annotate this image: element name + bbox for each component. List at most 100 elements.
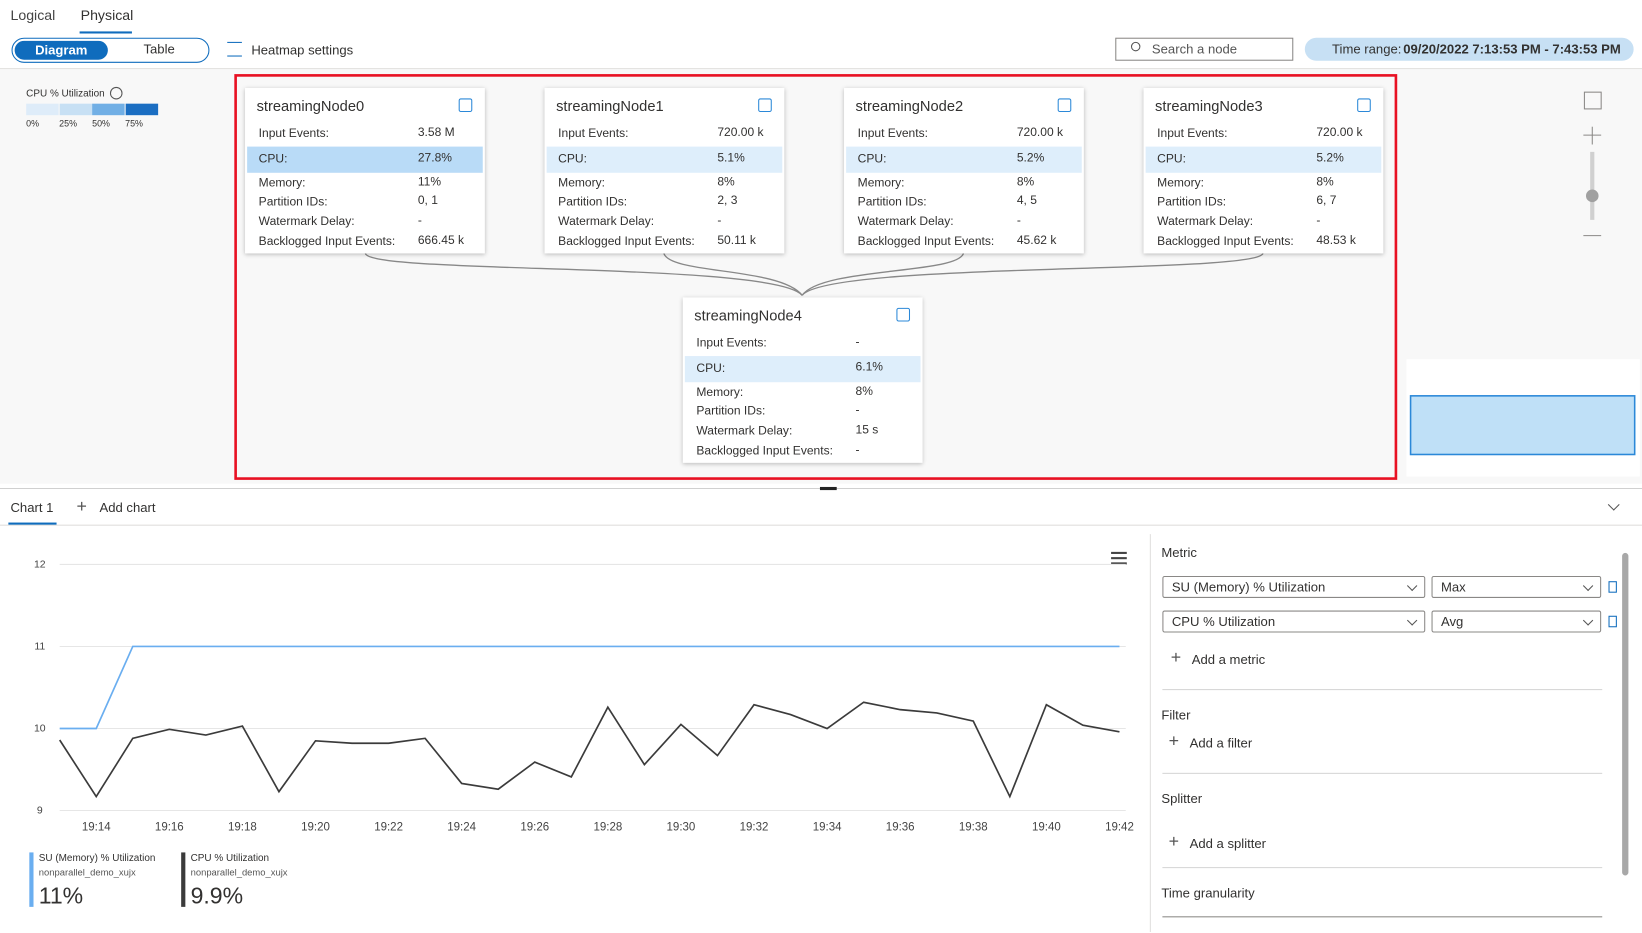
node-card[interactable]: streamingNode0 Input Events: 3.58 M CPU: 27.…	[245, 87, 485, 254]
row-value: -	[855, 336, 860, 349]
node-card[interactable]: streamingNode1 Input Events: 720.00 k CPU: 5…	[544, 87, 785, 254]
minimap-viewport	[1409, 395, 1636, 456]
row-value: -	[717, 214, 722, 228]
chart-tab[interactable]: Chart 1	[10, 500, 54, 516]
row-label: Input Events:	[1157, 127, 1228, 141]
chart-menu[interactable]	[1111, 551, 1127, 565]
x-tick-label: 19:20	[301, 821, 330, 833]
tab-underline	[79, 31, 132, 34]
row-label: Input Events:	[696, 337, 767, 350]
x-tick-label: 19:24	[447, 821, 476, 833]
row-label: Watermark Delay:	[857, 215, 954, 229]
line	[59, 645, 1120, 730]
legend-tick: 50%	[92, 118, 110, 129]
row-label: Backlogged Input Events:	[696, 445, 833, 458]
time-range-value: 09/20/2022 7:13:53 PM - 7:43:53 PM	[1403, 41, 1621, 57]
splitter-handle[interactable]	[819, 486, 837, 491]
row-label: Watermark Delay:	[258, 215, 355, 229]
row-label: Input Events:	[558, 127, 629, 141]
row-value: 720.00 k	[1316, 126, 1363, 140]
row-value: -	[1316, 214, 1321, 228]
search-box[interactable]	[1115, 37, 1294, 61]
row-label: Partition IDs:	[696, 405, 766, 418]
section-title: Filter	[1161, 707, 1191, 723]
highlight-frame	[234, 74, 1398, 480]
zoom-controls[interactable]	[1583, 91, 1602, 237]
x-tick-label: 19:40	[1032, 821, 1061, 833]
row-label: Memory:	[558, 176, 606, 190]
x-tick-label: 19:36	[886, 821, 915, 833]
toggle-option[interactable]: Diagram	[14, 40, 108, 60]
granularity-dropdown[interactable]	[1162, 916, 1603, 933]
x-tick-label: 19:14	[82, 821, 111, 833]
tab[interactable]: Physical	[80, 7, 134, 24]
row-label: Memory:	[258, 176, 306, 190]
cpu-highlight	[546, 146, 783, 173]
legend-name[interactable]: SU (Memory) % Utilization	[38, 852, 156, 864]
delete-icon[interactable]	[1608, 615, 1617, 628]
heatmap-title: CPU % Utilization	[26, 87, 105, 100]
line	[58, 701, 1120, 799]
legend-bar	[181, 852, 186, 907]
aggregation-dropdown[interactable]: Avg	[1431, 610, 1602, 633]
x-tick-label: 19:16	[155, 821, 184, 833]
node-card[interactable]: streamingNode3 Input Events: 720.00 k CPU: 5…	[1143, 87, 1384, 254]
row-value: 666.45 k	[417, 234, 465, 248]
node-title: streamingNode3	[1155, 97, 1263, 115]
info-icon[interactable]	[109, 86, 123, 100]
y-tick-label: 10	[34, 724, 46, 735]
divider	[1162, 772, 1603, 774]
row-value: 27.8%	[417, 151, 452, 165]
node-checkbox[interactable]	[896, 307, 911, 322]
row-value: 8%	[1316, 175, 1334, 189]
row-value: 0, 1	[417, 194, 438, 208]
aggregation-dropdown[interactable]: Max	[1431, 575, 1602, 598]
add-splitter[interactable]: Add a splitter	[1189, 836, 1267, 852]
node-checkbox[interactable]	[458, 98, 473, 113]
heatmap-settings[interactable]: Heatmap settings	[251, 42, 354, 58]
node-card[interactable]: streamingNode4 Input Events: - CPU: 6.1% Memo…	[682, 297, 923, 463]
row-label: Backlogged Input Events:	[258, 235, 396, 249]
add-chart[interactable]: Add chart	[99, 500, 156, 516]
row-label: CPU:	[696, 362, 726, 375]
legend-swatch	[26, 103, 59, 116]
time-range-pill[interactable]	[1304, 37, 1634, 61]
node-title: streamingNode4	[694, 306, 802, 324]
view-toggle	[11, 37, 210, 63]
chart: 9 10 11 12 19:14 19:16 19:18 19:20 19:22 19:24 19:…	[34, 560, 1134, 834]
row-value: 6, 7	[1316, 194, 1337, 208]
add-icon: +	[1168, 730, 1180, 751]
cpu-highlight	[684, 356, 921, 383]
connectors	[364, 252, 1264, 296]
row-value: 2, 3	[717, 194, 738, 208]
row-label: CPU:	[258, 152, 288, 166]
row-label: Memory:	[857, 176, 905, 190]
node-checkbox[interactable]	[758, 98, 772, 113]
node-card[interactable]: streamingNode2 Input Events: 720.00 k CPU: 5…	[844, 87, 1084, 254]
row-label: CPU:	[1157, 152, 1186, 166]
metric-dropdown[interactable]: SU (Memory) % Utilization	[1162, 575, 1426, 598]
row-value: -	[855, 404, 860, 417]
legend-name[interactable]: CPU % Utilization	[190, 852, 270, 864]
add-metric[interactable]: Add a metric	[1191, 652, 1266, 668]
row-value: 48.53 k	[1316, 234, 1356, 248]
x-tick-label: 19:28	[593, 821, 622, 833]
delete-icon[interactable]	[1608, 581, 1617, 593]
node-title: streamingNode1	[556, 97, 664, 115]
row-value: 8%	[717, 175, 735, 189]
row-value: 5.2%	[1316, 151, 1344, 165]
add-filter[interactable]: Add a filter	[1189, 736, 1253, 751]
heatmap-icon[interactable]	[227, 41, 242, 57]
toggle-option[interactable]: Table	[143, 41, 175, 57]
search-placeholder: Search a node	[1151, 41, 1238, 57]
tab[interactable]: Logical	[10, 7, 56, 24]
row-value: 5.2%	[1016, 151, 1045, 165]
scrollbar[interactable]	[1622, 552, 1629, 876]
row-label: Memory:	[1157, 176, 1205, 190]
cpu-highlight	[247, 146, 483, 173]
node-checkbox[interactable]	[1057, 98, 1072, 113]
row-label: Partition IDs:	[258, 195, 328, 209]
metric-dropdown[interactable]: CPU % Utilization	[1162, 610, 1426, 633]
node-checkbox[interactable]	[1357, 98, 1371, 113]
node-title: streamingNode2	[855, 97, 964, 115]
